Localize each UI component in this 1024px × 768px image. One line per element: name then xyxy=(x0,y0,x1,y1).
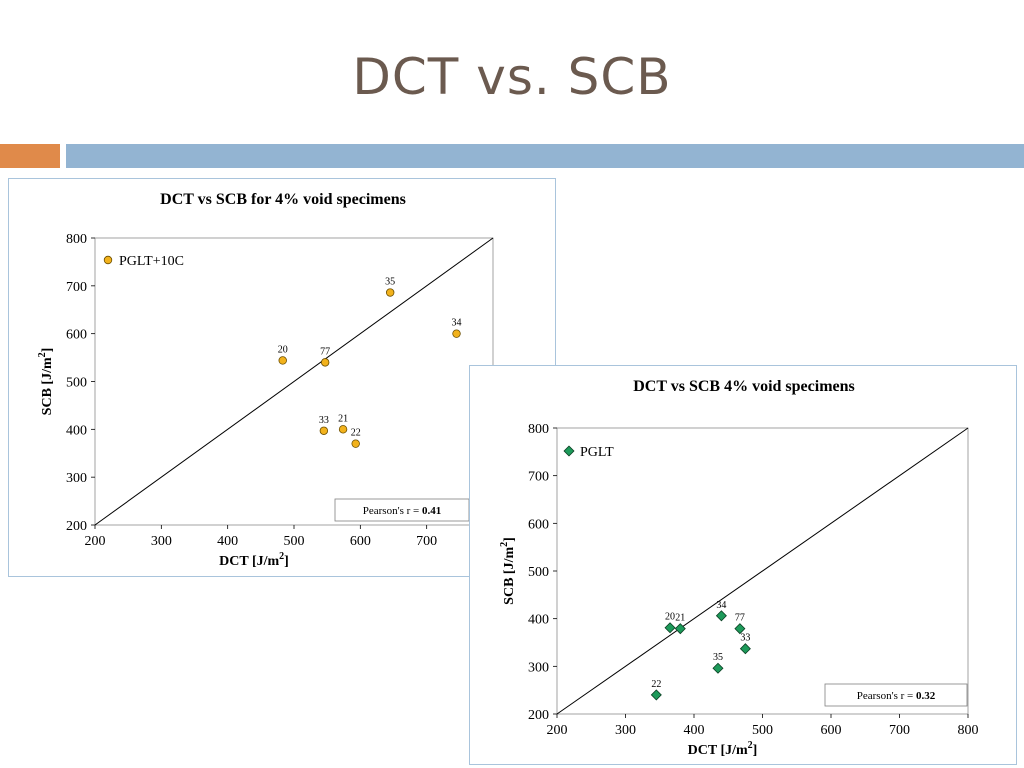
y-axis-label: SCB [J/m2] xyxy=(37,348,55,416)
legend-label: PGLT xyxy=(580,445,614,460)
data-point xyxy=(320,358,330,367)
x-tick-label: 300 xyxy=(151,534,172,549)
y-axis-label-close: ] xyxy=(40,348,55,353)
data-point-label: 22 xyxy=(351,428,361,439)
data-point-label: 33 xyxy=(319,415,329,426)
pearson-box xyxy=(824,683,968,707)
data-point xyxy=(715,610,727,622)
x-axis-label: DCT [J/m2] xyxy=(219,551,289,569)
pearson-value: 0.32 xyxy=(916,690,936,702)
x-tick-label: 600 xyxy=(821,723,842,738)
scatter-chart-pglt-10c: DCT vs SCB for 4% void specimens 200 300 40… xyxy=(37,191,494,569)
data-point xyxy=(278,356,287,365)
chart-title: DCT vs SCB for 4% void specimens xyxy=(160,191,406,208)
y-axis-label-main: SCB [J/m xyxy=(502,547,517,605)
pearson-label: Pearson's r = xyxy=(363,505,422,517)
pearson-text: Pearson's r = 0.32 xyxy=(857,690,936,702)
data-point xyxy=(664,622,676,634)
y-axis-label-sup: 2 xyxy=(499,542,510,547)
data-point-label: 21 xyxy=(338,413,348,424)
data-point-label: 35 xyxy=(385,277,395,288)
accent-bar-orange xyxy=(0,144,60,168)
data-point-label: 77 xyxy=(320,346,330,357)
reference-line-1to1 xyxy=(556,427,969,715)
data-point xyxy=(385,288,395,297)
pearson-label: Pearson's r = xyxy=(857,690,916,702)
y-tick-label: 700 xyxy=(66,280,87,295)
chart-panel-pglt: DCT vs SCB 4% void specimens 200 300 400 500… xyxy=(469,365,1017,765)
data-point-label: 33 xyxy=(740,633,750,644)
x-tick-label: 800 xyxy=(958,723,979,738)
y-axis-label-close: ] xyxy=(502,537,517,542)
y-tick-label: 500 xyxy=(66,376,87,391)
pearson-text: Pearson's r = 0.41 xyxy=(363,505,441,517)
y-tick-label: 700 xyxy=(528,470,549,485)
legend-label: PGLT+10C xyxy=(119,254,184,269)
data-point xyxy=(319,426,329,435)
x-axis-label-sup: 2 xyxy=(748,740,753,751)
y-axis-label-main: SCB [J/m xyxy=(40,357,55,415)
y-tick-label: 200 xyxy=(66,519,87,534)
accent-bar-blue xyxy=(66,144,1024,168)
data-point xyxy=(674,623,686,635)
y-tick-label: 600 xyxy=(528,517,549,532)
data-point-label: 20 xyxy=(278,344,288,355)
legend-marker xyxy=(563,445,575,457)
pearson-value: 0.41 xyxy=(422,505,441,517)
chart-title: DCT vs SCB 4% void specimens xyxy=(633,378,855,395)
x-tick-label: 400 xyxy=(217,534,238,549)
y-axis-label: SCB [J/m2] xyxy=(499,537,517,605)
x-tick-label: 600 xyxy=(350,534,371,549)
y-tick-label: 200 xyxy=(528,708,549,723)
x-axis-label-main: DCT [J/m xyxy=(688,743,748,758)
y-tick-label: 800 xyxy=(66,232,87,247)
x-axis-label-sup: 2 xyxy=(279,551,284,562)
data-point xyxy=(351,439,360,448)
x-tick-label: 500 xyxy=(284,534,305,549)
x-axis-label-close: ] xyxy=(753,743,758,758)
data-point-label: 35 xyxy=(713,652,723,663)
y-tick-label: 300 xyxy=(528,660,549,675)
x-axis-label-main: DCT [J/m xyxy=(219,554,279,569)
x-tick-label: 700 xyxy=(889,723,910,738)
data-point xyxy=(712,662,724,674)
data-point-label: 22 xyxy=(651,679,661,690)
data-point xyxy=(734,623,746,635)
y-tick-label: 300 xyxy=(66,471,87,486)
y-tick-label: 800 xyxy=(528,422,549,437)
x-tick-label: 200 xyxy=(547,723,568,738)
data-point xyxy=(739,643,751,655)
legend-marker xyxy=(103,255,113,265)
data-point-label: 21 xyxy=(675,613,685,624)
scatter-chart-pglt: DCT vs SCB 4% void specimens 200 300 400 500… xyxy=(499,378,979,758)
x-axis-label-close: ] xyxy=(284,554,289,569)
slide-title: DCT vs. SCB xyxy=(352,48,672,106)
x-axis-label: DCT [J/m2] xyxy=(688,740,758,758)
data-point-label: 34 xyxy=(452,318,462,329)
y-tick-label: 500 xyxy=(528,565,549,580)
data-point-label: 34 xyxy=(716,600,726,611)
reference-line-1to1 xyxy=(94,237,494,526)
y-tick-label: 400 xyxy=(66,423,87,438)
data-point xyxy=(452,329,461,338)
x-tick-label: 400 xyxy=(684,723,705,738)
x-tick-label: 700 xyxy=(416,534,437,549)
data-point xyxy=(338,425,348,434)
x-tick-label: 300 xyxy=(615,723,636,738)
y-tick-label: 400 xyxy=(528,613,549,628)
x-tick-label: 200 xyxy=(85,534,106,549)
data-point-label: 77 xyxy=(735,613,745,624)
x-tick-label: 500 xyxy=(752,723,773,738)
data-point xyxy=(650,689,662,701)
data-point-label: 20 xyxy=(665,612,675,623)
y-tick-label: 600 xyxy=(66,328,87,343)
y-axis-label-sup: 2 xyxy=(37,352,48,357)
chart-panel-pglt-10c: DCT vs SCB for 4% void specimens 200 300 40… xyxy=(8,178,556,577)
